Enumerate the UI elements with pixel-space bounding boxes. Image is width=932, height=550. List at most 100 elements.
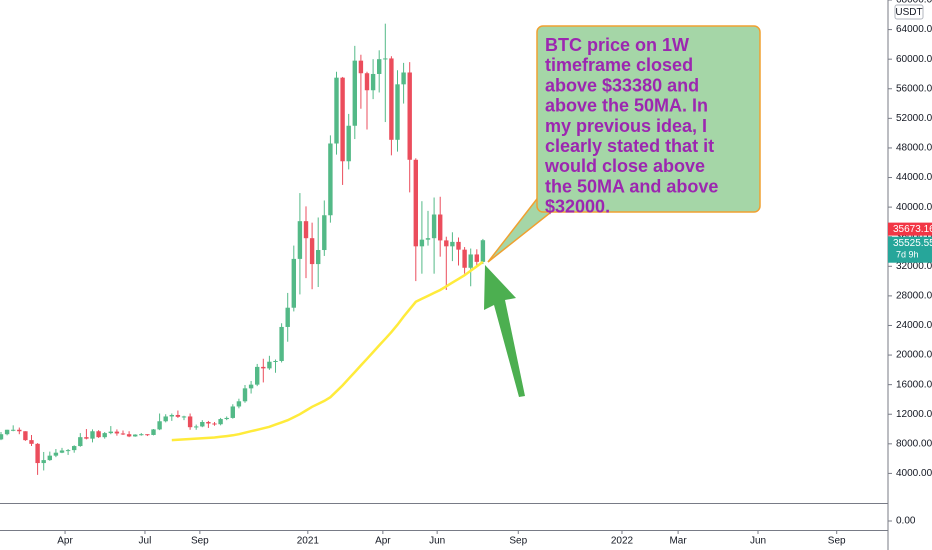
x-tick-label: Jul: [139, 536, 152, 547]
candle-body: [407, 72, 412, 160]
candle-body: [248, 384, 254, 389]
y-tick-label: 0.00: [896, 516, 916, 527]
x-tick-label: Jun: [429, 536, 445, 547]
candle-body: [340, 77, 345, 162]
y-tick-label: 48000.00: [896, 143, 932, 154]
candle-body: [438, 214, 443, 241]
annotation-line: above the 50MA. In: [545, 96, 708, 116]
annotation-line: timeframe closed: [545, 55, 693, 75]
candle-body: [468, 254, 473, 268]
candle-body: [23, 431, 28, 441]
marks: [0, 23, 486, 475]
y-tick-label: 24000.00: [896, 320, 932, 331]
candle-body: [328, 143, 333, 216]
candle-body: [200, 422, 205, 427]
price-tag-label: 35673.16: [893, 224, 932, 235]
candle-body: [285, 307, 290, 327]
y-tick-label: 16000.00: [896, 379, 932, 390]
candle-body: [212, 423, 217, 425]
currency-box: [894, 4, 924, 20]
y-tick-label: 68000.00: [896, 0, 932, 6]
candle-body: [425, 238, 431, 240]
candle-body: [377, 59, 382, 74]
candle-body: [346, 125, 351, 162]
candle-body: [78, 437, 83, 447]
candle-body: [133, 434, 138, 437]
candle-body: [120, 433, 126, 435]
candle-body: [145, 434, 150, 436]
candle-body: [224, 417, 229, 420]
x-tick-label: Apr: [57, 536, 73, 547]
candle-body: [291, 258, 296, 308]
candle-body: [114, 431, 120, 434]
candle-body: [322, 215, 327, 251]
candle-body: [267, 361, 272, 369]
y-tick-label: 32000.00: [896, 261, 932, 272]
moving-average: [171, 260, 484, 442]
candle-body: [230, 406, 235, 418]
y-tick-label: 40000.00: [896, 202, 932, 213]
candle-body: [59, 450, 65, 453]
candle-body: [175, 414, 181, 417]
y-tick-label: 64000.00: [896, 24, 932, 35]
x-tick-label: Sep: [509, 536, 527, 547]
y-tick-label: 56000.00: [896, 83, 932, 94]
y-tick-label: 28000.00: [896, 291, 932, 302]
candle-body: [383, 58, 388, 60]
candle-body: [65, 450, 71, 452]
candle-body: [90, 431, 95, 439]
candle-body: [84, 437, 89, 439]
candle-body: [450, 241, 455, 247]
candle-body: [72, 446, 77, 451]
candle-body: [163, 416, 168, 422]
candle-body: [0, 434, 4, 440]
candle-body: [462, 249, 467, 268]
candle-body: [334, 77, 339, 144]
candle-body: [181, 416, 187, 418]
candle-body: [102, 433, 107, 438]
candle-body: [157, 421, 162, 430]
candle-body: [4, 429, 10, 435]
candle-body: [413, 159, 418, 247]
candle-body: [139, 434, 144, 436]
x-tick-label: Sep: [191, 536, 209, 547]
annotation-line: above $33380 and: [545, 75, 699, 95]
y-tick-label: 12000.00: [896, 409, 932, 420]
candle-body: [401, 72, 406, 85]
countdown: 7d 9h: [896, 250, 919, 260]
candle-body: [96, 431, 101, 438]
candle-body: [41, 460, 46, 464]
candle-body: [236, 401, 242, 407]
candle-body: [151, 429, 156, 435]
candle-body: [419, 239, 425, 247]
candle-body: [206, 422, 211, 424]
candle-body: [218, 419, 223, 425]
candle-body: [352, 60, 357, 126]
x-tick-label: 2021: [297, 536, 320, 547]
y-tick-label: 52000.00: [896, 113, 932, 124]
candle-body: [11, 429, 16, 431]
candle-body: [444, 240, 449, 247]
candle-body: [279, 326, 284, 361]
y-tick-label: 8000.00: [896, 438, 932, 449]
price-tag: [888, 236, 932, 263]
x-tick-label: 2022: [611, 536, 634, 547]
candle-body: [261, 366, 266, 369]
candle-body: [169, 414, 174, 417]
y-tick-label: 20000.00: [896, 350, 932, 361]
candle-body: [303, 221, 309, 239]
price-tag: [888, 222, 932, 236]
arrow: [484, 265, 525, 397]
annotation-line: the 50MA and above: [545, 176, 718, 196]
price-tag-label: 35525.55: [893, 238, 932, 249]
candle-body: [431, 214, 437, 239]
candle-body: [358, 60, 364, 74]
candle-body: [35, 443, 40, 464]
candle-body: [255, 366, 260, 385]
candle-body: [29, 440, 34, 444]
y-tick-label: 60000.00: [896, 54, 932, 65]
candle-body: [126, 434, 132, 437]
x-tick-label: Mar: [669, 536, 687, 547]
